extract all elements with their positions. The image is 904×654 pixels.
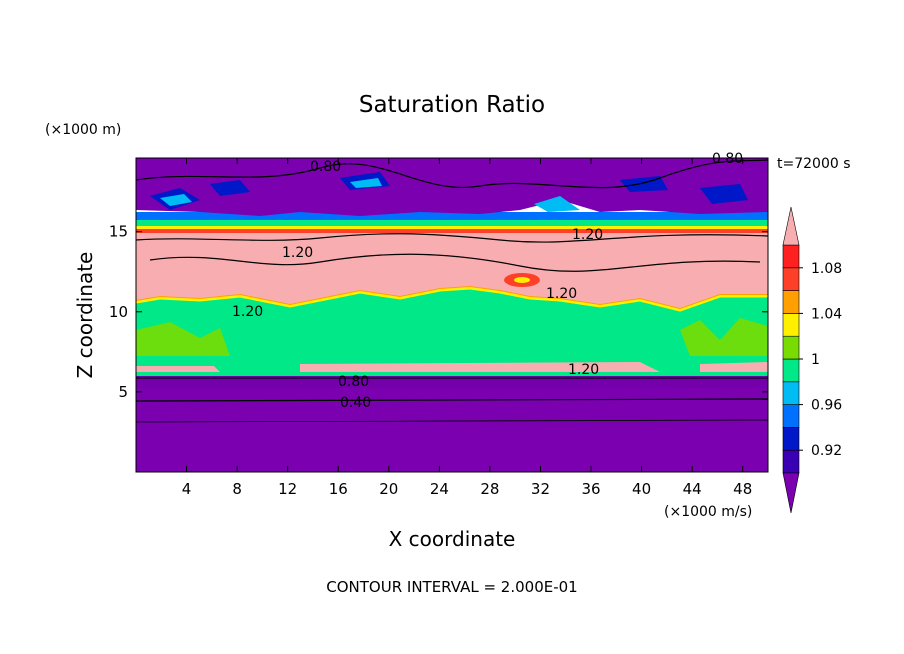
y-unit-label: (×1000 m)	[45, 122, 121, 138]
plot-area	[136, 158, 768, 472]
cloud-edge-yellow	[136, 286, 768, 312]
contour-label: 1.20	[546, 286, 577, 302]
colorbar-box	[782, 335, 800, 360]
colorbar-extend-max	[782, 206, 800, 246]
time-label: t=72000 s	[777, 156, 851, 172]
colorbar-box	[782, 244, 800, 269]
y-tick-label: 5	[118, 383, 128, 401]
dry-band	[136, 376, 768, 388]
x-tick-label: 40	[632, 480, 651, 498]
colorbar-box	[782, 313, 800, 337]
contour-line-040	[136, 398, 768, 402]
x-tick-label: 20	[379, 480, 398, 498]
x-tick-label: 12	[278, 480, 297, 498]
contour-label: 1.20	[572, 227, 603, 243]
contour-label: 0.80	[310, 159, 341, 175]
y-tick-label: 15	[109, 223, 128, 241]
contour-line-low	[136, 419, 768, 423]
colorbar-box	[782, 267, 800, 291]
x-tick-label: 4	[182, 480, 192, 498]
x-tick-label: 24	[430, 480, 449, 498]
tropopause-band-yellow	[136, 226, 768, 230]
contour-text: 0.80 0.80 1.20 1.20 1.20 1.20 1.20 0.80 …	[232, 151, 743, 411]
chart-title: Saturation Ratio	[359, 92, 545, 118]
hot-spot-core	[514, 277, 530, 283]
colorbar-box	[782, 404, 800, 428]
colorbar-extend-min	[782, 472, 800, 514]
cloud-layer	[136, 288, 768, 376]
colorbar: 0.92 0.96 1 1.04 1.08	[782, 206, 842, 514]
y-axis-label: Z coordinate	[73, 252, 97, 379]
x-axis: 4 8 12 16 20 24 28 32 36 40 44 48	[182, 158, 752, 498]
x-unit-label: (×1000 m/s)	[664, 504, 752, 520]
colorbar-box	[782, 358, 800, 383]
x-tick-label: 32	[531, 480, 550, 498]
colorbar-box	[782, 381, 800, 405]
upper-supersaturated-layer	[136, 232, 768, 308]
x-tick-label: 48	[733, 480, 752, 498]
contour-lines	[136, 159, 768, 423]
tropopause-band-cyan	[136, 220, 768, 228]
colorbar-box	[782, 427, 800, 451]
colorbar-box	[782, 449, 800, 474]
colorbar-label: 0.92	[811, 443, 842, 459]
contour-line-120-mid	[149, 253, 761, 272]
stratosphere-cyan-blobs	[160, 178, 580, 212]
colorbar-label: 1.08	[811, 261, 842, 277]
contour-line-080-upper	[136, 159, 768, 189]
contour-interval-footer: CONTOUR INTERVAL = 2.000E-01	[326, 578, 577, 596]
colorbar-label: 1	[811, 352, 820, 368]
plot-frame	[135, 157, 769, 473]
x-tick-label: 16	[329, 480, 348, 498]
colorbar-label: 1.04	[811, 306, 842, 322]
contour-label: 0.80	[712, 151, 743, 167]
y-tick-label: 10	[109, 303, 128, 321]
x-tick-label: 8	[232, 480, 242, 498]
tropopause-band-orange	[136, 229, 768, 233]
contour-label: 0.80	[338, 374, 369, 390]
contour-label: 1.20	[232, 304, 263, 320]
contour-label: 1.20	[282, 245, 313, 261]
x-tick-label: 28	[480, 480, 499, 498]
contour-label: 1.20	[568, 362, 599, 378]
colorbar-box	[782, 290, 800, 314]
y-axis: 5 10 15	[109, 223, 768, 401]
contour-line-120-upper	[136, 233, 768, 243]
colorbar-label: 0.96	[811, 398, 842, 414]
contour-label: 0.40	[340, 395, 371, 411]
x-tick-label: 36	[581, 480, 600, 498]
thin-supersaturated-layer	[136, 362, 768, 372]
cloud-green-patches	[136, 318, 768, 356]
x-axis-label: X coordinate	[389, 527, 516, 551]
x-tick-label: 44	[683, 480, 702, 498]
